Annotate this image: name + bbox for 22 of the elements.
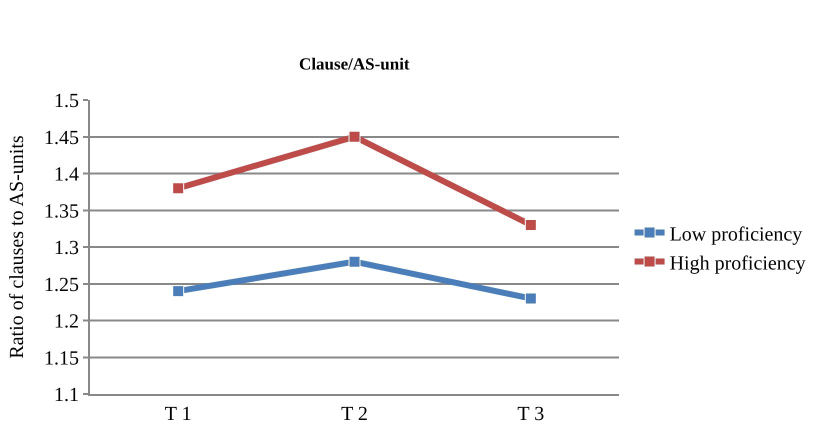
legend-label: Low proficiency	[670, 223, 802, 246]
point	[348, 256, 360, 268]
point	[348, 130, 360, 143]
y-tick-label: 1.35	[44, 200, 79, 222]
y-tick-label: 1.45	[44, 126, 79, 149]
y-tick-label: 1.25	[44, 274, 79, 296]
y-axis-title: Ratio of clauses to AS-units	[6, 135, 28, 359]
y-tick-label: 1.1	[54, 384, 79, 406]
y-tick-label: 1.4	[54, 164, 79, 186]
legend-label: High proficiency	[670, 252, 806, 274]
y-tick-label: 1.15	[44, 347, 79, 370]
point	[524, 218, 537, 231]
chart-title: Clause/AS-unit	[299, 54, 410, 74]
point	[172, 182, 184, 194]
y-tick-label: 1.5	[54, 90, 79, 112]
point	[524, 292, 537, 304]
x-tick-label: T 3	[517, 403, 544, 425]
y-tick-label: 1.2	[54, 310, 79, 332]
y-tick-label: 1.3	[54, 237, 79, 259]
x-tick-label: T 1	[164, 403, 192, 425]
point	[172, 285, 184, 298]
x-tick-label: T 2	[341, 403, 368, 425]
